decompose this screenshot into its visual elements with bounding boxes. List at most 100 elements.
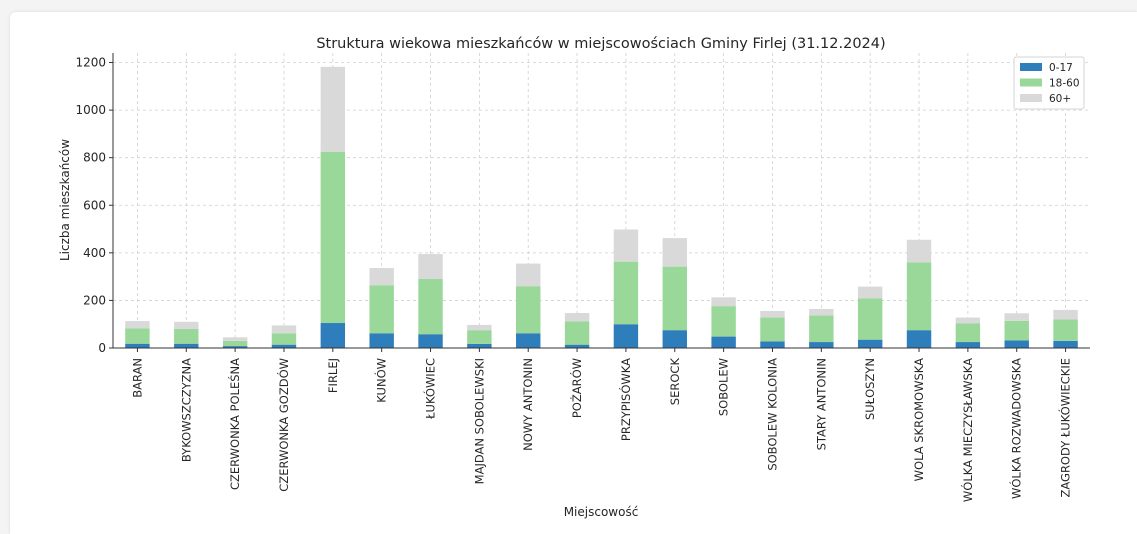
x-tick-label: SUŁOSZYN: [863, 358, 877, 420]
x-tick-label: POŻARÓW: [569, 358, 584, 418]
bar-segment-0-17: [271, 344, 297, 348]
x-tick-label: KUNÓW: [374, 358, 389, 403]
x-tick-label: NOWY ANTONIN: [521, 358, 535, 451]
legend-label: 60+: [1049, 93, 1071, 105]
y-tick-label: 400: [83, 246, 106, 260]
bar-segment-60+: [125, 321, 150, 329]
bar-segment-0-17: [1004, 340, 1029, 348]
bar-segment-60+: [613, 229, 639, 262]
chart-card: [10, 12, 1137, 534]
bar-segment-0-17: [613, 324, 639, 348]
bar-segment-60+: [320, 66, 346, 152]
bar-segment-18-60: [857, 298, 883, 340]
bar-segment-18-60: [564, 321, 590, 345]
y-tick-label: 1000: [75, 103, 106, 117]
x-tick-label: BYKOWSZCZYZNA: [179, 358, 193, 462]
bar-segment-18-60: [906, 262, 932, 331]
bar-segment-0-17: [906, 330, 932, 348]
x-tick-label: ZAGRODY ŁUKÓWIECKIE: [1058, 358, 1073, 498]
bar-segment-60+: [1053, 309, 1078, 320]
bar-segment-0-17: [564, 344, 590, 348]
y-tick-label: 1200: [75, 56, 106, 70]
x-tick-label: FIRLEJ: [326, 358, 340, 393]
y-tick-label: 600: [83, 198, 106, 212]
bar-segment-0-17: [760, 341, 785, 348]
bar-segment-18-60: [125, 328, 150, 344]
bar-segment-18-60: [516, 286, 541, 334]
bar-segment-18-60: [955, 323, 981, 343]
bar-segment-18-60: [809, 315, 834, 343]
bar-segment-60+: [222, 337, 248, 341]
bar-segment-0-17: [662, 330, 687, 348]
bar-segment-18-60: [418, 279, 443, 335]
x-tick-label: STARY ANTONIN: [814, 358, 828, 450]
x-tick-labels: BARAN BYKOWSZCZYZNA CZERWONKA POLEŚNA CZERW…: [130, 358, 1072, 503]
bar-segment-18-60: [320, 151, 346, 324]
x-tick-label: SOBOLEW: [717, 358, 731, 416]
bar-segment-18-60: [613, 261, 639, 325]
x-tick-label: WÓLKA MIECZYSŁAWSKA: [960, 358, 975, 502]
bar-segment-0-17: [174, 343, 199, 348]
bar-segment-0-17: [320, 323, 346, 348]
bar-segment-18-60: [711, 306, 736, 337]
bar-segment-18-60: [1053, 319, 1078, 341]
legend-label: 0-17: [1049, 62, 1073, 74]
bar-segment-60+: [467, 324, 492, 331]
x-axis-label: Miejscowość: [564, 505, 639, 519]
bar-segment-60+: [271, 325, 297, 334]
bar-segment-60+: [760, 310, 785, 318]
bar-segment-18-60: [174, 328, 199, 344]
x-tick-label: BARAN: [130, 358, 144, 398]
bar-segment-60+: [906, 239, 932, 263]
bar-segment-0-17: [955, 342, 981, 348]
bar-segment-60+: [174, 321, 199, 329]
bar-segment-60+: [809, 308, 834, 316]
x-tick-label: CZERWONKA POLEŚNA: [227, 358, 242, 490]
axes: [109, 53, 1090, 352]
bar-segment-18-60: [760, 317, 785, 342]
bar-segment-18-60: [1004, 320, 1029, 341]
x-tick-label: PRZYPISÓWKA: [618, 358, 633, 441]
chart-title: Struktura wiekowa mieszkańców w miejscow…: [316, 36, 885, 52]
x-tick-label: ŁUKÓWIEC: [423, 358, 438, 420]
x-tick-label: WÓLKA ROZWADOWSKA: [1009, 358, 1024, 499]
bar-segment-18-60: [271, 333, 297, 345]
legend-swatch: [1020, 78, 1042, 87]
bar-segment-0-17: [369, 333, 394, 348]
bar-segment-0-17: [809, 342, 834, 348]
bar-segment-18-60: [222, 340, 248, 347]
bar-segment-18-60: [662, 266, 687, 331]
legend-swatch: [1020, 94, 1042, 102]
grid-lines: [113, 53, 1090, 349]
y-tick-label: 800: [83, 151, 106, 165]
bar-segment-18-60: [369, 285, 394, 334]
bar-segment-60+: [369, 268, 394, 286]
legend-swatch: [1020, 63, 1042, 71]
bar-segment-18-60: [467, 330, 492, 344]
y-tick-label: 200: [83, 293, 106, 307]
bar-segment-60+: [857, 286, 883, 299]
bar-segment-60+: [516, 263, 541, 287]
bar-segment-60+: [418, 254, 443, 280]
bar-segment-0-17: [857, 339, 883, 348]
bar-segment-0-17: [222, 346, 248, 348]
legend-label: 18-60: [1049, 78, 1080, 90]
bar-segment-0-17: [516, 333, 541, 348]
bar-segment-60+: [1004, 313, 1029, 321]
y-tick-label: 0: [98, 341, 106, 355]
bar-segment-60+: [711, 297, 736, 307]
bars-group: [125, 66, 1078, 348]
bar-segment-60+: [662, 238, 687, 267]
x-tick-label: SOBOLEW KOLONIA: [765, 358, 779, 471]
x-tick-label: SEROCK: [668, 358, 682, 406]
y-axis-label: Liczba mieszkańców: [58, 139, 72, 261]
bar-segment-0-17: [418, 334, 443, 348]
x-tick-label: WOLA SKROMOWSKA: [912, 358, 926, 481]
bar-segment-60+: [564, 313, 590, 322]
bar-segment-0-17: [467, 343, 492, 348]
bar-segment-0-17: [711, 336, 736, 348]
bar-segment-0-17: [125, 343, 150, 348]
y-tick-labels: 0 200 400 600 800 1000 1200: [75, 56, 106, 355]
bar-segment-60+: [955, 317, 981, 324]
